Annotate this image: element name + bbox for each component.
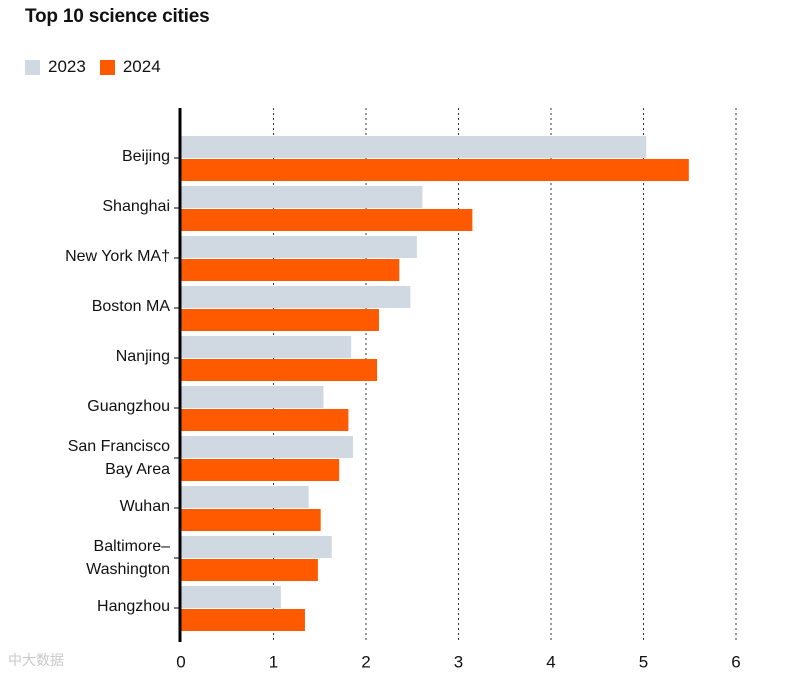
bar-2024-6 bbox=[181, 459, 340, 481]
bar-2023-6 bbox=[181, 436, 354, 458]
category-label-5: Guangzhou bbox=[87, 398, 170, 415]
category-label-6-line-0: San Francisco bbox=[68, 438, 170, 455]
bar-2023-5 bbox=[181, 386, 324, 408]
x-tick-label-5: 5 bbox=[639, 652, 648, 671]
bar-2023-0 bbox=[181, 136, 647, 158]
bar-2024-8 bbox=[181, 559, 318, 581]
legend-item-2024: 2024 bbox=[99, 57, 161, 77]
category-label-8-line-0: Baltimore– bbox=[94, 538, 171, 555]
category-label-0: Beijing bbox=[122, 148, 170, 165]
category-label-6-line-1: Bay Area bbox=[105, 461, 170, 478]
bar-2024-5 bbox=[181, 409, 349, 431]
bar-2023-7 bbox=[181, 486, 309, 508]
bar-2023-4 bbox=[181, 336, 352, 358]
bar-2024-3 bbox=[181, 309, 379, 331]
x-tick-label-0: 0 bbox=[176, 652, 185, 671]
category-label-4: Nanjing bbox=[116, 348, 170, 365]
category-label-1: Shanghai bbox=[102, 198, 170, 215]
bar-2023-2 bbox=[181, 236, 417, 258]
legend-item-2023: 2023 bbox=[25, 57, 86, 77]
x-tick-label-3: 3 bbox=[454, 652, 463, 671]
category-label-9: Hangzhou bbox=[97, 598, 170, 615]
bar-2024-4 bbox=[181, 359, 378, 381]
bar-2024-1 bbox=[181, 209, 473, 231]
bar-2023-9 bbox=[181, 586, 281, 608]
chart-title: Top 10 science cities bbox=[25, 6, 210, 27]
bar-2024-0 bbox=[181, 159, 689, 181]
category-label-8-line-1: Washington bbox=[86, 561, 170, 578]
x-tick-label-1: 1 bbox=[269, 652, 278, 671]
legend-swatch-2024 bbox=[99, 59, 115, 75]
x-tick-label-2: 2 bbox=[361, 652, 370, 671]
bar-2023-8 bbox=[181, 536, 332, 558]
legend-label-2023: 2023 bbox=[48, 57, 86, 76]
x-tick-label-4: 4 bbox=[546, 652, 555, 671]
watermark: 中大数据 bbox=[8, 653, 64, 669]
bar-2024-7 bbox=[181, 509, 321, 531]
legend-swatch-2023 bbox=[25, 59, 40, 75]
category-label-2: New York MA† bbox=[65, 248, 170, 265]
bar-2024-2 bbox=[181, 259, 400, 281]
bar-2023-3 bbox=[181, 286, 411, 308]
legend-label-2024: 2024 bbox=[122, 57, 161, 76]
bar-2023-1 bbox=[181, 186, 423, 208]
legend: 2023 2024 bbox=[25, 57, 161, 77]
x-tick-label-6: 6 bbox=[731, 652, 740, 671]
category-label-7: Wuhan bbox=[120, 498, 170, 515]
category-label-3: Boston MA bbox=[92, 298, 171, 315]
bar-2024-9 bbox=[181, 609, 305, 631]
